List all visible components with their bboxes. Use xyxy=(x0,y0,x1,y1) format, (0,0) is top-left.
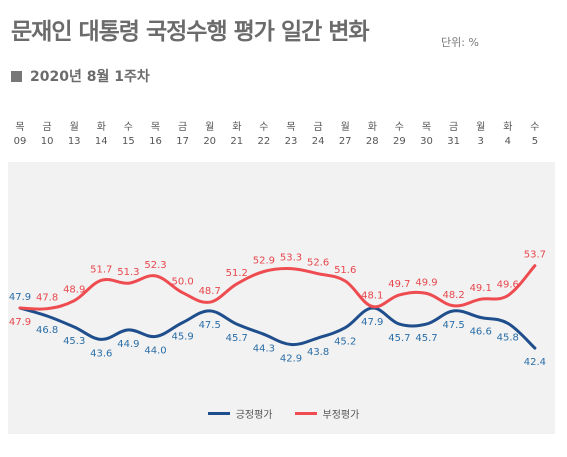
data-label-negative: 52.9 xyxy=(253,256,275,267)
data-label-negative: 51.3 xyxy=(117,267,139,278)
data-label-positive: 45.2 xyxy=(334,337,356,348)
series-line-negative xyxy=(18,264,537,311)
data-label-negative: 52.6 xyxy=(307,258,329,269)
weekday-label: 금 xyxy=(42,122,52,133)
date-label: 09 xyxy=(13,136,27,147)
weekday-label: 화 xyxy=(367,122,377,133)
data-label-positive: 45.7 xyxy=(388,333,410,344)
weekday-label: 수 xyxy=(394,122,404,133)
weekday-label: 수 xyxy=(259,122,269,133)
subtitle-text: 2020년 8월 1주차 xyxy=(30,69,150,85)
data-label-negative: 48.2 xyxy=(442,290,464,301)
legend-item-negative: 부정평가 xyxy=(294,406,360,421)
date-label: 29 xyxy=(393,136,406,147)
date-label: 21 xyxy=(230,136,244,147)
weekday-label: 월 xyxy=(340,122,350,133)
weekday-label: 월 xyxy=(476,122,486,133)
weekday-label: 화 xyxy=(96,122,106,133)
date-label: 22 xyxy=(257,136,271,147)
data-label-positive: 42.9 xyxy=(280,354,302,365)
data-label-negative: 48.7 xyxy=(199,286,221,297)
data-label-negative: 51.2 xyxy=(226,268,248,279)
weekday-label: 금 xyxy=(448,122,459,133)
page-title: 문재인 대통령 국정수행 평가 일간 변화 xyxy=(11,19,370,45)
date-label: 15 xyxy=(122,136,135,147)
data-label-negative: 49.1 xyxy=(470,283,492,294)
weekday-label: 금 xyxy=(313,122,323,133)
date-label: 28 xyxy=(365,136,379,147)
date-label: 14 xyxy=(94,136,108,147)
date-label: 20 xyxy=(203,136,217,147)
data-label-positive: 45.8 xyxy=(497,332,519,343)
weekday-label: 수 xyxy=(123,122,133,133)
data-label-negative: 48.9 xyxy=(63,285,85,296)
data-label-positive: 44.0 xyxy=(144,345,166,356)
date-label: 5 xyxy=(531,136,539,147)
legend-swatch-negative xyxy=(294,412,317,415)
data-label-positive: 45.7 xyxy=(226,333,248,344)
date-label: 10 xyxy=(40,136,54,147)
date-label: 27 xyxy=(338,136,352,147)
data-label-positive: 45.7 xyxy=(415,333,437,344)
data-label-positive: 47.9 xyxy=(361,317,383,328)
data-label-negative: 49.9 xyxy=(415,277,437,288)
data-label-negative: 48.1 xyxy=(361,291,383,302)
date-label: 13 xyxy=(67,136,81,147)
weekday-label: 수 xyxy=(530,122,540,133)
data-label-positive: 44.3 xyxy=(253,343,275,354)
weekday-label: 화 xyxy=(503,122,513,133)
date-label: 17 xyxy=(176,136,189,147)
data-label-negative: 47.8 xyxy=(36,293,58,304)
weekday-label: 화 xyxy=(232,122,242,133)
legend-label-positive: 긍정평가 xyxy=(235,410,273,421)
weekday-label: 월 xyxy=(69,122,79,133)
data-label-positive: 42.4 xyxy=(524,357,546,368)
data-label-positive: 46.6 xyxy=(470,326,492,337)
data-label-negative: 51.7 xyxy=(90,264,112,275)
date-label: 16 xyxy=(149,136,162,147)
subtitle: 2020년 8월 1주차 xyxy=(11,66,150,86)
weekday-label: 목 xyxy=(286,122,296,133)
legend-item-positive: 긍정평가 xyxy=(207,406,273,421)
date-label: 30 xyxy=(420,136,433,147)
weekday-label: 목 xyxy=(15,122,25,133)
data-label-negative: 47.9 xyxy=(9,317,31,328)
data-label-negative: 50.0 xyxy=(171,277,193,288)
square-bullet-icon xyxy=(11,70,22,82)
data-label-positive: 47.5 xyxy=(442,320,464,331)
legend-label-negative: 부정평가 xyxy=(322,410,360,421)
legend: 긍정평가 부정평가 xyxy=(0,406,567,421)
data-label-negative: 53.3 xyxy=(280,253,302,264)
date-label: 3 xyxy=(477,136,484,147)
data-label-negative: 49.7 xyxy=(388,279,410,290)
data-label-positive: 44.9 xyxy=(117,339,139,350)
unit-label: 단위: % xyxy=(441,36,479,49)
data-label-negative: 49.6 xyxy=(497,280,519,291)
date-label: 4 xyxy=(504,136,511,147)
weekday-label: 금 xyxy=(177,122,188,133)
chart-panel xyxy=(8,162,555,434)
weekday-label: 목 xyxy=(421,122,432,133)
data-label-positive: 47.5 xyxy=(199,320,221,331)
data-label-positive: 45.9 xyxy=(171,332,193,343)
data-label-positive: 43.8 xyxy=(307,347,329,358)
data-label-negative: 52.3 xyxy=(144,260,166,271)
data-label-positive: 47.9 xyxy=(9,292,31,303)
weekday-label: 목 xyxy=(150,122,161,133)
data-label-positive: 46.8 xyxy=(36,325,58,336)
date-label: 23 xyxy=(284,136,298,147)
data-label-negative: 53.7 xyxy=(524,250,546,261)
date-label: 31 xyxy=(447,136,460,147)
data-label-positive: 45.3 xyxy=(63,336,85,347)
weekday-label: 월 xyxy=(205,122,215,133)
data-label-negative: 51.6 xyxy=(334,265,356,276)
data-label-positive: 43.6 xyxy=(90,348,112,359)
series-line-positive xyxy=(18,306,537,350)
legend-swatch-positive xyxy=(207,412,230,415)
date-label: 24 xyxy=(311,136,325,147)
